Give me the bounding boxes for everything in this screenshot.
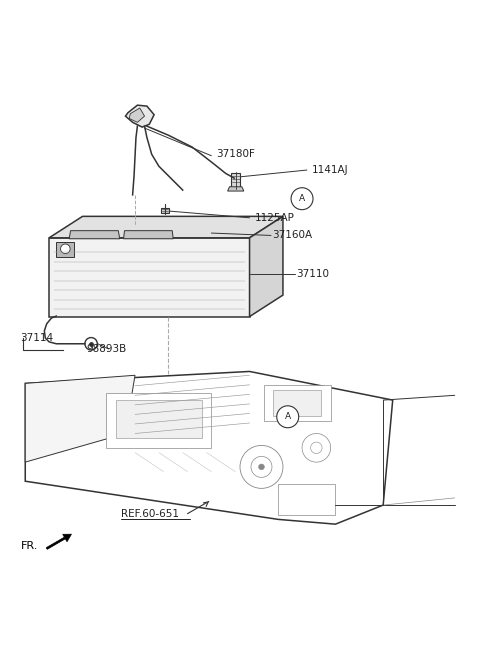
Circle shape: [240, 445, 283, 488]
Polygon shape: [125, 105, 154, 127]
Text: A: A: [299, 194, 305, 203]
Text: 37180F: 37180F: [216, 149, 255, 159]
Bar: [116, 400, 202, 438]
Polygon shape: [149, 226, 192, 230]
Polygon shape: [25, 371, 393, 524]
Circle shape: [291, 188, 313, 210]
Bar: [161, 208, 169, 213]
Text: 37114: 37114: [21, 333, 54, 343]
Text: A: A: [285, 413, 291, 421]
Bar: [107, 393, 211, 448]
FancyArrow shape: [46, 534, 72, 549]
Polygon shape: [123, 231, 173, 238]
Bar: [231, 173, 240, 188]
Circle shape: [60, 244, 70, 254]
Polygon shape: [228, 187, 244, 191]
Bar: [274, 390, 321, 416]
Text: REF.60-651: REF.60-651: [120, 509, 179, 518]
Text: 1141AJ: 1141AJ: [312, 165, 348, 175]
Polygon shape: [86, 226, 218, 237]
Polygon shape: [69, 231, 120, 238]
Polygon shape: [250, 216, 283, 317]
Polygon shape: [49, 216, 283, 238]
Circle shape: [259, 464, 264, 470]
Bar: [278, 484, 336, 514]
Text: 37110: 37110: [296, 269, 329, 279]
Text: 1125AP: 1125AP: [254, 213, 294, 223]
Bar: [264, 385, 331, 420]
Circle shape: [311, 442, 322, 453]
Text: FR.: FR.: [21, 541, 38, 551]
Circle shape: [277, 406, 299, 428]
Circle shape: [302, 434, 331, 462]
Circle shape: [251, 457, 272, 478]
Polygon shape: [25, 375, 135, 462]
Bar: [56, 242, 74, 257]
Circle shape: [85, 338, 97, 350]
Text: 98893B: 98893B: [86, 344, 127, 354]
Text: 37160A: 37160A: [273, 231, 312, 240]
Polygon shape: [129, 108, 144, 122]
Polygon shape: [49, 238, 250, 317]
